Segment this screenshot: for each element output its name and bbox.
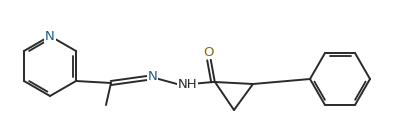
Text: NH: NH <box>178 78 198 91</box>
Text: O: O <box>204 45 214 59</box>
Text: N: N <box>148 70 158 83</box>
Text: N: N <box>45 29 55 42</box>
